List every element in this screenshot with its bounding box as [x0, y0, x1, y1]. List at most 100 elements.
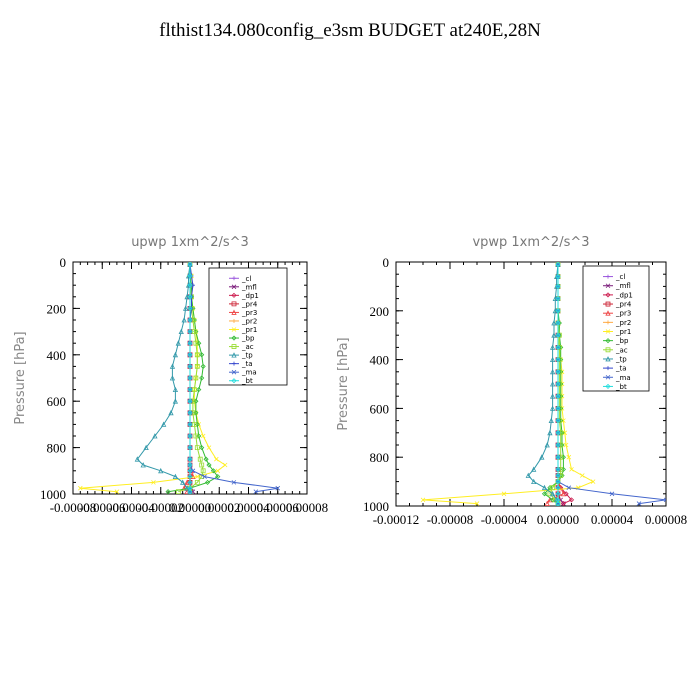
series-point-bt — [555, 369, 561, 375]
series-point-bt — [555, 466, 561, 472]
series-point-bt — [187, 317, 193, 323]
chart-panel-2: vpwp 1xm^2/s^3 Pressure [hPa] 0 200 400 600 80… — [336, 235, 687, 527]
series-point-bt — [187, 398, 193, 404]
series-point-tp — [161, 421, 167, 427]
series-point-bt — [555, 418, 561, 424]
series-point-tp — [178, 328, 184, 334]
y-tick-label: 800 — [47, 441, 67, 456]
series-point-bt — [187, 489, 193, 494]
series-point-ac — [199, 474, 205, 479]
series-point-pr1 — [561, 418, 566, 423]
series-point-bt — [187, 474, 193, 480]
series-point-ac — [194, 445, 200, 450]
series-point-tp — [172, 473, 179, 479]
series-point-tp — [549, 490, 556, 497]
series-point-tp — [551, 320, 557, 326]
series-point-bt — [187, 363, 193, 369]
x-tick-label: -0.00006 — [79, 500, 126, 515]
series-point-bp — [204, 479, 211, 485]
series-point-tp — [547, 429, 553, 436]
series-point-bp — [193, 398, 199, 404]
legend-marker — [605, 310, 611, 316]
series-point-tp — [181, 317, 187, 323]
series-point-bp — [194, 421, 200, 427]
series-point-ac — [191, 387, 197, 392]
series-point-bt — [187, 329, 193, 335]
series-point-ac — [191, 422, 197, 427]
series-point-bt — [187, 375, 193, 381]
series-point-pr1 — [501, 491, 507, 497]
series-point-tp — [172, 351, 179, 358]
series-point-tp — [544, 442, 550, 448]
series-point-bt — [555, 500, 561, 506]
legend-label: _ta — [615, 365, 627, 373]
x-tick-label: 0.00004 — [591, 512, 634, 527]
y-tick-label: 800 — [370, 450, 390, 465]
series-point-bt — [555, 332, 561, 338]
x-tick-label: 0.00006 — [257, 500, 300, 515]
series-point-ac — [193, 375, 199, 381]
series-point-bt — [187, 479, 193, 485]
legend-label: _bt — [615, 383, 627, 391]
legend-marker — [232, 318, 236, 323]
legend: _cl_mfl_dp1_pr4_pr3_pr2_pr1_bp_ac_tp_ta_… — [208, 267, 288, 386]
series-point-ma — [636, 501, 642, 506]
legend-label: _pr4 — [241, 300, 258, 308]
y-tick-label: 200 — [47, 301, 67, 316]
series-point-pr1 — [420, 497, 426, 503]
x-tick-label: -0.00004 — [481, 512, 528, 527]
panel-title: vpwp 1xm^2/s^3 — [472, 235, 589, 250]
legend-marker — [231, 327, 237, 332]
series-point-pr1 — [200, 433, 206, 439]
series-point-bt — [187, 468, 193, 474]
series-point-tp — [180, 479, 186, 485]
series-point-bp — [199, 445, 205, 451]
legend-label: _ma — [241, 369, 257, 377]
x-tick-label: -0.00008 — [50, 500, 97, 515]
series-point-pr1 — [566, 454, 572, 460]
series-point-ac — [175, 489, 181, 494]
series-point-tp — [172, 398, 179, 404]
legend-marker — [231, 344, 237, 349]
series-point-dp1 — [560, 500, 566, 506]
series-point-bt — [555, 405, 561, 411]
series-point-pr1 — [215, 468, 221, 474]
series-point-tp — [548, 417, 554, 423]
series-point-ac — [197, 456, 203, 462]
legend-label: _mfl — [615, 282, 631, 290]
legend-label: _pr1 — [615, 328, 631, 336]
legend-marker — [231, 309, 237, 315]
legend-label: _pr3 — [615, 310, 631, 318]
series-point-tp — [549, 368, 556, 375]
series-point-tp — [175, 340, 181, 346]
legend-marker — [231, 378, 237, 384]
legend-marker — [605, 374, 611, 380]
series-point-bp — [200, 363, 206, 369]
series-point-ma — [231, 480, 237, 485]
legend-label: _ma — [615, 374, 631, 382]
y-axis-label: Pressure [hPa] — [13, 331, 28, 424]
y-tick-label: 600 — [370, 401, 390, 416]
series-point-ac — [193, 340, 199, 346]
series-point-pr1 — [114, 489, 120, 494]
series-point-pr1 — [78, 485, 83, 491]
series-point-bt — [187, 462, 193, 468]
series-point-bp — [560, 454, 566, 460]
legend-label: _ta — [241, 360, 253, 368]
series-point-bp — [165, 489, 171, 494]
legend-marker — [231, 352, 237, 358]
series-point-bp — [196, 387, 202, 393]
series-point-bt — [555, 357, 561, 363]
series-point-ac — [191, 329, 197, 334]
series-point-bt — [555, 296, 561, 302]
x-tick-label: 0.00004 — [227, 500, 270, 515]
x-tick-label: -0.00008 — [427, 512, 474, 527]
series-point-ac — [199, 462, 205, 468]
series-point-pr1 — [590, 479, 596, 484]
legend-marker — [605, 347, 611, 353]
series-point-ma — [609, 491, 615, 497]
series-point-bt — [555, 430, 561, 436]
series-point-bt — [187, 433, 193, 439]
y-tick-label: 1000 — [363, 499, 389, 514]
